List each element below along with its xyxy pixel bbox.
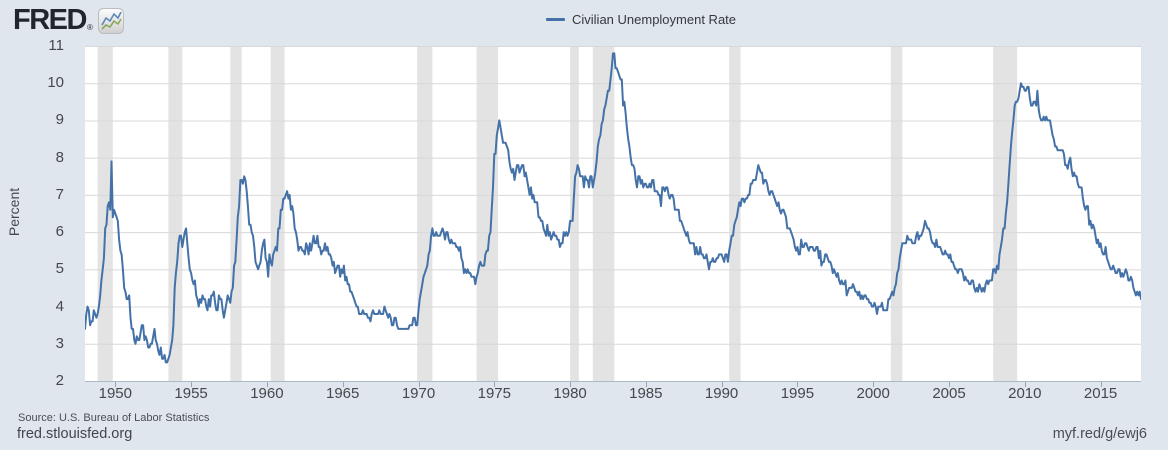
x-tick-mark bbox=[266, 382, 268, 387]
x-tick-label: 1980 bbox=[553, 385, 587, 402]
fred-logo[interactable]: FRED ® bbox=[13, 6, 124, 39]
data-line bbox=[85, 52, 1141, 364]
recession-band bbox=[570, 46, 579, 381]
x-tick-label: 1965 bbox=[326, 385, 360, 402]
x-tick-mark bbox=[797, 382, 799, 387]
x-tick-mark bbox=[1024, 382, 1026, 387]
x-tick-mark bbox=[570, 382, 572, 387]
unemployment-line-chart bbox=[85, 46, 1141, 381]
x-tick-label: 1975 bbox=[477, 385, 511, 402]
y-tick-label: 7 bbox=[55, 185, 64, 203]
x-tick-mark bbox=[342, 382, 344, 387]
x-tick-label: 1960 bbox=[250, 385, 284, 402]
x-tick-mark bbox=[645, 382, 647, 387]
registered-trademark: ® bbox=[86, 23, 93, 32]
recession-band bbox=[230, 46, 242, 381]
x-tick-mark bbox=[873, 382, 875, 387]
x-tick-label: 2010 bbox=[1008, 385, 1042, 402]
x-tick-label: 2005 bbox=[932, 385, 966, 402]
x-tick-mark bbox=[949, 382, 950, 387]
recession-band bbox=[890, 46, 903, 381]
x-tick-label: 2000 bbox=[856, 385, 890, 402]
recession-band bbox=[417, 46, 433, 381]
x-tick-label: 2015 bbox=[1083, 385, 1118, 402]
x-tick-mark bbox=[115, 382, 117, 387]
recession-band bbox=[729, 46, 741, 381]
source-note: Source: U.S. Bureau of Labor Statistics bbox=[18, 412, 210, 424]
y-tick-label: 11 bbox=[48, 37, 64, 54]
x-tick-mark bbox=[418, 382, 420, 387]
fred-logo-text: FRED bbox=[13, 4, 87, 36]
y-axis-title: Percent bbox=[6, 187, 22, 237]
x-tick-label: 1990 bbox=[704, 385, 739, 402]
x-tick-mark bbox=[1100, 382, 1102, 387]
y-tick-label: 3 bbox=[55, 334, 64, 352]
y-tick-label: 10 bbox=[47, 74, 64, 92]
short-url-link[interactable]: myf.red/g/ewj6 bbox=[1052, 426, 1147, 442]
recession-band bbox=[168, 46, 183, 381]
x-tick-label: 1970 bbox=[401, 385, 436, 402]
y-tick-label: 4 bbox=[55, 297, 64, 315]
recession-band bbox=[270, 46, 285, 381]
plot-area[interactable] bbox=[85, 46, 1141, 382]
x-tick-mark bbox=[494, 382, 496, 387]
fred-site-link[interactable]: fred.stlouisfed.org bbox=[17, 426, 133, 442]
recession-band bbox=[476, 46, 499, 381]
legend-line-swatch bbox=[546, 18, 565, 21]
x-tick-label: 1985 bbox=[629, 385, 663, 402]
y-tick-label: 6 bbox=[55, 223, 64, 241]
recession-band bbox=[592, 46, 615, 381]
y-tick-label: 8 bbox=[55, 148, 64, 166]
legend[interactable]: Civilian Unemployment Rate bbox=[546, 12, 736, 27]
y-tick-label: 5 bbox=[55, 260, 64, 278]
recession-band bbox=[97, 46, 113, 381]
x-tick-label: 1955 bbox=[174, 385, 208, 402]
x-tick-label: 1995 bbox=[780, 385, 815, 402]
y-tick-label: 9 bbox=[55, 111, 64, 129]
fred-logo-chart-icon bbox=[97, 8, 124, 39]
x-tick-mark bbox=[191, 382, 193, 387]
legend-label: Civilian Unemployment Rate bbox=[572, 12, 737, 27]
x-tick-label: 1950 bbox=[98, 385, 132, 402]
y-tick-label: 2 bbox=[55, 372, 64, 389]
x-tick-mark bbox=[721, 382, 723, 387]
